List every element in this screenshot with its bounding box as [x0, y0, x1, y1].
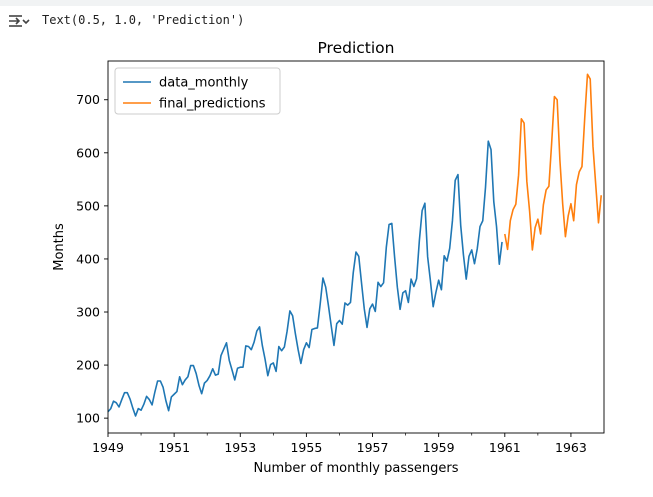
- x-tick-label: 1963: [555, 440, 587, 455]
- chart-title: Prediction: [317, 39, 394, 57]
- cell-output-text: Text(0.5, 1.0, 'Prediction'): [42, 13, 245, 27]
- x-axis-label: Number of monthly passengers: [253, 461, 458, 476]
- y-tick-label: 600: [76, 145, 100, 160]
- legend-label-final_predictions: final_predictions: [159, 97, 266, 112]
- legend: data_monthly final_predictions: [114, 67, 281, 115]
- legend-box: [114, 67, 281, 115]
- series-layer: [107, 73, 603, 417]
- plot-frame: [107, 60, 605, 434]
- legend-label-data_monthly: data_monthly: [159, 76, 249, 91]
- x-tick-label: 1951: [158, 440, 190, 455]
- y-axis-label: Months: [52, 223, 67, 271]
- output-redirect-icon[interactable]: [8, 12, 32, 32]
- y-tick-label: 400: [76, 251, 100, 266]
- x-tick-label: 1959: [423, 440, 455, 455]
- x-axis: 1949 1951 1953 1955 1957 1959 1961 1963: [92, 433, 587, 455]
- y-tick-label: 200: [76, 358, 100, 373]
- series-line-final_predictions: [504, 73, 603, 251]
- x-tick-label: 1955: [290, 440, 322, 455]
- y-tick-label: 300: [76, 305, 100, 320]
- x-tick-label: 1961: [489, 440, 521, 455]
- y-axis: 100 200 300 400 500 600 700: [76, 92, 108, 426]
- y-tick-label: 700: [76, 92, 100, 107]
- series-line-data_monthly: [107, 140, 503, 417]
- x-tick-label: 1953: [224, 440, 256, 455]
- y-tick-label: 500: [76, 198, 100, 213]
- x-tick-label: 1957: [357, 440, 389, 455]
- y-tick-label: 100: [76, 411, 100, 426]
- notebook-topbar: [0, 0, 653, 6]
- x-tick-label: 1949: [92, 440, 124, 455]
